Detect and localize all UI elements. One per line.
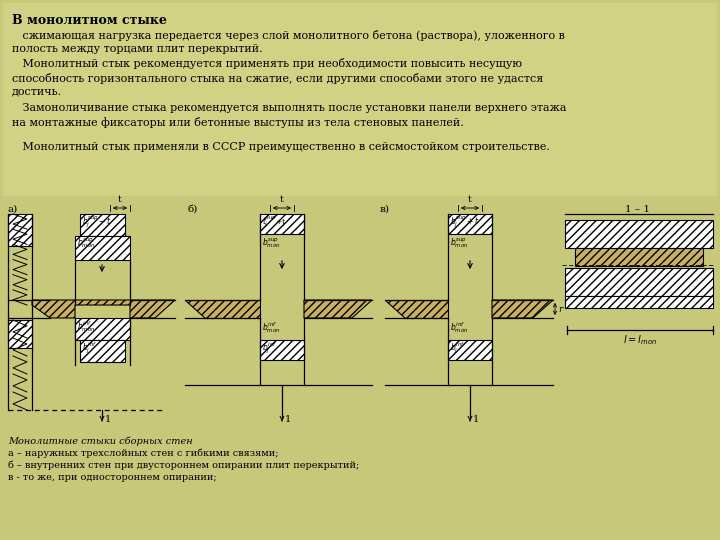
Polygon shape (448, 214, 492, 234)
Text: $b^{sup}_{mon}$: $b^{sup}_{mon}$ (262, 236, 280, 249)
Text: r: r (558, 305, 562, 314)
Text: Монолитный стык рекомендуется применять при необходимости повысить несущую
спосо: Монолитный стык рекомендуется применять … (12, 58, 544, 97)
Text: $b^{inf}_{mon}$: $b^{inf}_{mon}$ (450, 320, 468, 335)
Text: $b_j^{inf}$: $b_j^{inf}$ (262, 341, 277, 356)
Polygon shape (565, 220, 713, 248)
Text: в - то же, при одностороннем опирании;: в - то же, при одностороннем опирании; (8, 473, 217, 482)
Text: $b^{inf}_{mon}$: $b^{inf}_{mon}$ (262, 320, 280, 335)
Text: Монолитные стыки сборных стен: Монолитные стыки сборных стен (8, 436, 193, 446)
Polygon shape (75, 236, 130, 260)
Text: t: t (118, 195, 122, 204)
Polygon shape (260, 340, 304, 360)
Polygon shape (80, 214, 125, 236)
Polygon shape (8, 320, 32, 348)
Text: Монолитный стык применяли в СССР преимущественно в сейсмостойком строительстве.: Монолитный стык применяли в СССР преимущ… (12, 142, 550, 152)
Text: в): в) (380, 205, 390, 214)
Polygon shape (385, 300, 448, 318)
Polygon shape (492, 300, 553, 318)
Polygon shape (32, 300, 175, 318)
Text: t: t (280, 195, 284, 204)
Text: $b_j^{inf}$: $b_j^{inf}$ (82, 341, 97, 356)
Text: $b^{sup}_{mon}$: $b^{sup}_{mon}$ (450, 236, 468, 249)
Polygon shape (260, 214, 304, 234)
Text: $t_j^{sup}$+t: $t_j^{sup}$+t (262, 215, 287, 231)
Polygon shape (80, 340, 125, 362)
Text: $b^{sup}_{mon}$: $b^{sup}_{mon}$ (77, 237, 95, 251)
Text: 1 – 1: 1 – 1 (625, 205, 650, 214)
Polygon shape (8, 214, 32, 246)
Text: $b_j^{sup}-t$: $b_j^{sup}-t$ (82, 215, 112, 231)
Text: б): б) (188, 205, 199, 214)
Text: t: t (468, 195, 472, 204)
Text: В монолитном стыке: В монолитном стыке (12, 14, 167, 27)
Text: а – наружных трехслойных стен с гибкими связями;: а – наружных трехслойных стен с гибкими … (8, 449, 279, 458)
Text: 1: 1 (473, 415, 480, 424)
Text: 1: 1 (105, 415, 112, 424)
Text: $b^{inf}_{mon}$: $b^{inf}_{mon}$ (77, 319, 95, 334)
Polygon shape (575, 248, 703, 266)
Text: а): а) (8, 205, 18, 214)
Text: $b_j^{sup}+t$: $b_j^{sup}+t$ (450, 215, 480, 231)
Text: Замоноличивание стыка рекомендуется выполнять после установки панели верхнего эт: Замоноличивание стыка рекомендуется выпо… (12, 103, 567, 127)
Polygon shape (185, 300, 260, 318)
Text: б – внутренних стен при двустороннем опирании плит перекрытий;: б – внутренних стен при двустороннем опи… (8, 461, 359, 470)
Text: $b_j^{inf}$: $b_j^{inf}$ (450, 341, 465, 356)
Polygon shape (565, 296, 713, 308)
Text: 1: 1 (285, 415, 292, 424)
Polygon shape (565, 268, 713, 296)
Text: сжимающая нагрузка передается через слой монолитного бетона (раствора), уложенно: сжимающая нагрузка передается через слой… (12, 30, 565, 54)
Text: $l = l_{mon}$: $l = l_{mon}$ (623, 333, 657, 347)
Polygon shape (448, 340, 492, 360)
Bar (3, 3, 717, 196)
Polygon shape (304, 300, 372, 318)
Polygon shape (75, 318, 130, 340)
